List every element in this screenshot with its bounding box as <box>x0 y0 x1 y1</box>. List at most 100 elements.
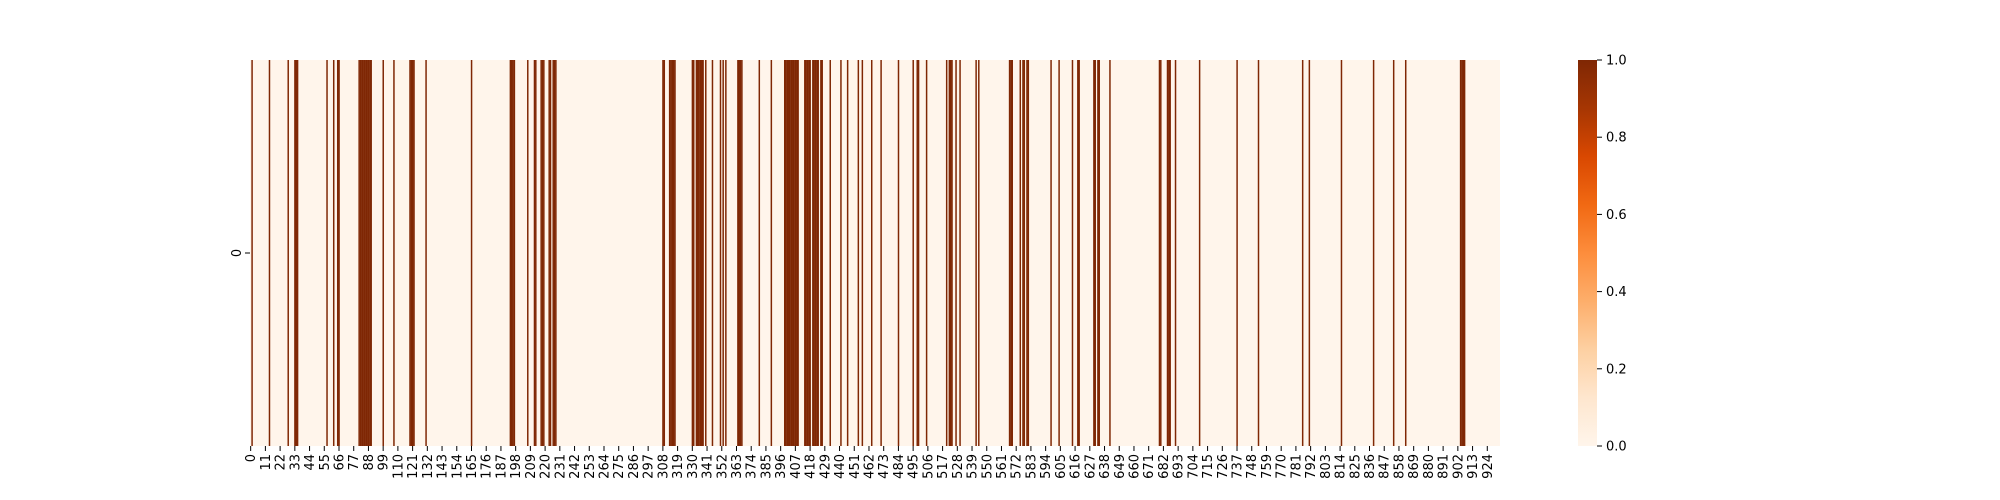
heatmap-cell-165 <box>470 60 473 446</box>
x-tick-label: 704 <box>1186 454 1201 479</box>
x-tick-label: 836 <box>1363 454 1378 479</box>
heatmap-cell-457 <box>861 60 864 446</box>
heatmap-cell-598 <box>1050 60 1052 446</box>
heatmap-cell-737 <box>1236 60 1238 446</box>
x-tick-label: 429 <box>818 454 833 479</box>
x-tick-label: 264 <box>597 454 612 479</box>
x-tick-label: 165 <box>465 454 480 479</box>
heatmap-cell-409 <box>797 60 799 446</box>
x-tick-label: 121 <box>406 454 421 479</box>
x-tick-label: 594 <box>1039 454 1054 479</box>
heatmap-cell-433 <box>829 60 831 446</box>
x-tick-label: 451 <box>848 454 863 479</box>
colorbar-tick-label: 0.4 <box>1606 285 1627 300</box>
heatmap-cell-618 <box>1077 60 1079 446</box>
x-tick-label: 891 <box>1437 454 1452 479</box>
heatmap-cell-66 <box>338 60 340 446</box>
y-tick-label: 0 <box>230 249 245 257</box>
heatmap-cell-107 <box>393 60 395 446</box>
x-tick-label: 858 <box>1392 454 1407 479</box>
x-tick-label: 726 <box>1216 454 1231 479</box>
heatmap-cell-426 <box>820 60 822 446</box>
heatmap-cell-335 <box>698 60 700 446</box>
heatmap-cell-642 <box>1109 60 1111 446</box>
x-tick-label: 484 <box>892 454 907 479</box>
x-tick-label: 506 <box>921 454 936 479</box>
x-tick-label: 539 <box>966 454 981 479</box>
x-tick-label: 407 <box>789 454 804 479</box>
heatmap-cell-604 <box>1058 60 1060 446</box>
heatmap-cell-122 <box>413 60 415 446</box>
heatmap-cell-212 <box>533 60 536 446</box>
colorbar-tick-label: 0.2 <box>1606 362 1627 377</box>
heatmap-cell-569 <box>1011 60 1013 446</box>
x-tick-label: 11 <box>259 454 274 471</box>
heatmap-cell-498 <box>916 60 918 446</box>
heatmap-cell-227 <box>553 60 556 446</box>
x-tick-label: 363 <box>730 454 745 479</box>
heatmap-cell-218 <box>541 60 544 446</box>
x-tick-label: 638 <box>1098 454 1113 479</box>
heatmap-cell-35 <box>296 60 299 446</box>
heatmap-cell-194 <box>509 60 512 446</box>
heatmap-cell-523 <box>949 60 952 446</box>
x-tick-label: 319 <box>671 454 686 479</box>
heatmap-cell-839 <box>1372 60 1375 446</box>
heatmap-cell-334 <box>697 60 699 446</box>
heatmap-cell-345 <box>711 60 714 446</box>
x-tick-label: 825 <box>1348 454 1363 479</box>
heatmap-cell-196 <box>512 60 514 446</box>
x-tick-label: 275 <box>612 454 627 479</box>
x-tick-label: 495 <box>907 454 922 479</box>
heatmap-cell-62 <box>332 60 335 446</box>
heatmap-cell-581 <box>1027 60 1030 446</box>
x-axis: 0 11 22 33 44 55 66 77 88 99 110 121 132 143 154 165 176… <box>244 446 1496 479</box>
heatmap-cell-195 <box>510 60 513 446</box>
x-tick-label: 220 <box>539 454 554 479</box>
heatmap-cell-404 <box>790 60 793 446</box>
heatmap-cell-336 <box>699 60 702 446</box>
heatmap-cell-415 <box>805 60 807 446</box>
heatmap-cell-57 <box>326 60 328 446</box>
heatmap-cell-83 <box>361 60 363 446</box>
x-tick-label: 231 <box>553 454 568 479</box>
x-tick-label: 924 <box>1481 454 1496 479</box>
heatmap-cell-401 <box>786 60 789 446</box>
heatmap-cell-499 <box>917 60 920 446</box>
x-tick-label: 649 <box>1113 454 1128 479</box>
heatmap-cell-691 <box>1174 60 1177 446</box>
heatmap-cell-313 <box>668 60 671 446</box>
x-tick-label: 880 <box>1422 454 1437 479</box>
colorbar-tick-label: 0.0 <box>1606 440 1627 455</box>
heatmap-cell-418 <box>809 60 811 446</box>
x-tick-label: 803 <box>1319 454 1334 479</box>
heatmap-cell-416 <box>806 60 809 446</box>
heatmap-cell-353 <box>722 60 724 446</box>
x-tick-label: 77 <box>347 454 362 471</box>
x-tick-label: 715 <box>1201 454 1216 479</box>
heatmap-cell-219 <box>543 60 545 446</box>
heatmap-cell-464 <box>870 60 873 446</box>
heatmap-cells <box>251 60 1466 446</box>
x-tick-label: 22 <box>274 454 289 471</box>
heatmap-cell-577 <box>1022 60 1024 446</box>
heatmap-cell-786 <box>1301 60 1304 446</box>
heatmap-cell-86 <box>365 60 367 446</box>
heatmap-cell-630 <box>1093 60 1095 446</box>
heatmap-cell-308 <box>662 60 664 446</box>
heatmap-cell-34 <box>295 60 297 446</box>
heatmap-cell-380 <box>758 60 761 446</box>
heatmap-cell-854 <box>1392 60 1395 446</box>
heatmap-cell-65 <box>336 60 339 446</box>
heatmap-cell-542 <box>975 60 977 446</box>
heatmap-cell-495 <box>912 60 914 446</box>
heatmap-cell-217 <box>540 60 542 446</box>
x-tick-label: 693 <box>1172 454 1187 479</box>
heatmap-cell-408 <box>796 60 798 446</box>
heatmap-cell-367 <box>741 60 743 446</box>
heatmap-cell-614 <box>1071 60 1074 446</box>
heatmap-cell-333 <box>695 60 698 446</box>
heatmap-cell-520 <box>945 60 948 446</box>
x-tick-label: 396 <box>774 454 789 479</box>
heatmap-cell-791 <box>1308 60 1311 446</box>
